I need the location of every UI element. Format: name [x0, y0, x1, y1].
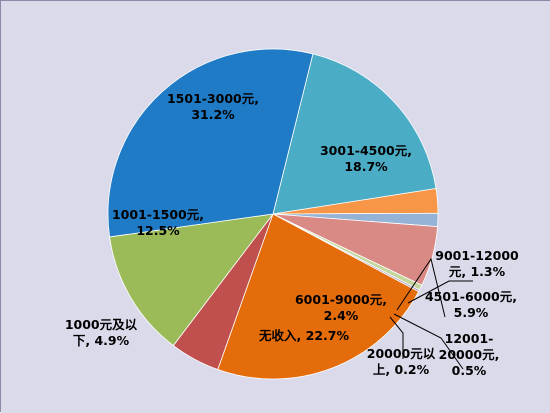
slice-label-line: 上, 0.2%: [373, 362, 430, 377]
slice-label-line: 1000元及以: [65, 317, 138, 332]
pie-slice: [107, 48, 314, 238]
slice-label-line: 5.9%: [454, 305, 489, 320]
slice-label-line: 9001-12000: [435, 248, 519, 263]
slice-label-line: 12.5%: [136, 223, 180, 238]
slice-label-line: 无收入, 22.7%: [258, 328, 349, 343]
pie-slices: [107, 48, 439, 380]
slice-label-line: 下, 4.9%: [73, 333, 130, 348]
slice-label-line: 12001-: [445, 331, 494, 346]
slice-label: 9001-12000 元, 1.3%: [435, 248, 519, 279]
slice-label: 20000元以上, 0.2%: [367, 346, 436, 377]
leader-line: [396, 257, 446, 318]
slice-label-line: 20000元以: [367, 346, 436, 361]
slice-label: 4501-6000元, 5.9%: [425, 289, 517, 320]
slice-label: 无收入, 22.7%: [258, 328, 349, 343]
slice-label-line: 1501-3000元,: [167, 91, 259, 106]
slice-label: 12001-20000元, 0.5%: [439, 331, 500, 378]
slice-label-line: 0.5%: [452, 363, 487, 378]
pie-slice: [109, 213, 274, 347]
slice-label-line: 1001-1500元,: [112, 207, 204, 222]
slice-label-line: 20000元,: [439, 347, 500, 362]
slice-labels: 3001-4500元, 18.7% 6001-9000元, 2.4% 9001-1200…: [65, 91, 519, 378]
leader-line: [407, 280, 473, 304]
leader-line: [389, 316, 404, 359]
slice-label: 1000元及以下, 4.9%: [65, 317, 138, 348]
slice-label-line: 4501-6000元,: [425, 289, 517, 304]
slice-label: 1001-1500元, 12.5%: [112, 207, 204, 238]
leader-lines: [389, 257, 473, 370]
slice-label: 1501-3000元, 31.2%: [167, 91, 259, 122]
slice-label: 6001-9000元, 2.4%: [295, 292, 387, 323]
slice-label-line: 元, 1.3%: [449, 264, 506, 279]
slice-label-line: 6001-9000元,: [295, 292, 387, 307]
slice-label: 3001-4500元, 18.7%: [320, 143, 412, 174]
pie-slice: [272, 53, 437, 215]
slice-label-line: 18.7%: [344, 159, 388, 174]
leader-line: [393, 313, 464, 370]
slice-label-line: 3001-4500元,: [320, 143, 412, 158]
slice-label-line: 2.4%: [324, 308, 359, 323]
pie-slice: [217, 213, 420, 380]
slice-label-line: 31.2%: [191, 107, 235, 122]
